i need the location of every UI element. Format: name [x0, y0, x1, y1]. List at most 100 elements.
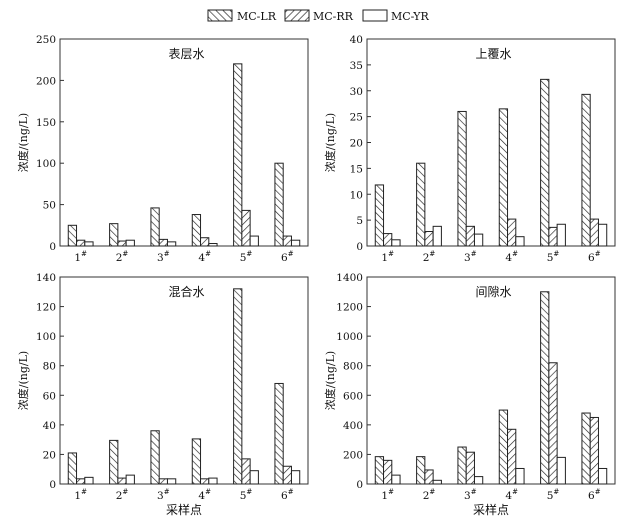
bar-mc-rr-4	[507, 218, 517, 247]
bar-mc-yr-5	[249, 235, 259, 247]
chart-panel-pore-water: 0 200 400 600 800 1000 1200 1400 1# 2# 3# 4# 5# 6# 间隙水…	[323, 272, 616, 517]
y-tick-label: 800	[343, 361, 363, 373]
bar-mc-lr-1	[67, 452, 78, 485]
bar-mc-yr-2	[125, 239, 135, 247]
panel-title: 间隙水	[475, 285, 511, 299]
y-axis-label: 浓度/(ng/L)	[16, 351, 30, 410]
bar-mc-rr-5	[548, 362, 558, 485]
x-tick-label: 2#	[423, 488, 436, 502]
bar-mc-yr-3	[473, 476, 484, 485]
bar-mc-yr-3	[166, 478, 177, 485]
y-tick-label: 200	[343, 449, 363, 461]
y-axis-label: 浓度/(ng/L)	[16, 113, 30, 172]
bar-mc-lr-3	[150, 430, 160, 485]
y-tick-label: 100	[36, 331, 56, 343]
y-tick-label: 1200	[336, 302, 363, 314]
bar-mc-lr-5	[233, 288, 243, 485]
bar-mc-rr-6	[282, 465, 292, 485]
legend-swatch-mc-lr	[207, 9, 233, 22]
bar-mc-yr-4	[208, 243, 218, 247]
y-tick-label: 50	[43, 200, 56, 212]
bar-mc-rr-2	[117, 240, 127, 247]
plot-frame	[366, 276, 616, 485]
y-tick-label: 5	[356, 215, 363, 227]
legend-label-mc-yr: MC-YR	[391, 10, 429, 23]
chart-panel-mixed-water: 0 20 40 60 80 100 120 140 1# 2# 3# 4# 5# 6# 混合水浓度/(ng/…	[16, 272, 309, 517]
bar-mc-lr-6	[581, 412, 591, 485]
bar-mc-rr-4	[200, 237, 210, 247]
bar-mc-yr-6	[597, 223, 608, 247]
x-axis-label: 采样点	[166, 502, 202, 517]
x-tick-label: 3#	[157, 488, 170, 502]
y-tick-label: 10	[350, 189, 363, 201]
plot-frame	[59, 276, 309, 485]
x-tick-label: 4#	[505, 250, 518, 264]
legend-label-mc-lr: MC-LR	[237, 10, 277, 23]
bar-mc-yr-2	[432, 225, 442, 247]
bar-mc-rr-6	[589, 218, 599, 247]
bar-mc-yr-3	[166, 241, 177, 247]
x-tick-label: 3#	[157, 250, 170, 264]
panel-title: 表层水	[168, 47, 204, 61]
y-axis-label: 浓度/(ng/L)	[323, 351, 337, 410]
x-tick-label: 6#	[588, 488, 601, 502]
y-tick-label: 200	[36, 75, 56, 87]
bar-mc-yr-4	[515, 467, 525, 485]
bar-mc-rr-1	[76, 239, 86, 247]
bar-mc-rr-1	[76, 478, 86, 485]
bar-mc-yr-1	[84, 476, 94, 485]
bar-mc-yr-2	[125, 474, 135, 485]
bar-mc-yr-1	[84, 241, 94, 247]
x-tick-label: 2#	[116, 488, 129, 502]
x-tick-label: 1#	[74, 250, 87, 264]
bar-mc-lr-4	[191, 214, 202, 247]
y-tick-label: 120	[36, 302, 56, 314]
bar-mc-rr-3	[465, 225, 475, 247]
bar-mc-lr-2	[416, 162, 426, 247]
y-tick-label: 1000	[336, 331, 363, 343]
x-tick-label: 2#	[116, 250, 129, 264]
y-tick-label: 400	[343, 420, 363, 432]
bar-mc-rr-2	[117, 477, 127, 485]
x-tick-label: 5#	[240, 488, 253, 502]
y-axis-label: 浓度/(ng/L)	[323, 113, 337, 172]
x-tick-label: 5#	[547, 488, 560, 502]
x-tick-label: 4#	[198, 250, 211, 264]
bar-mc-rr-5	[241, 209, 251, 247]
y-tick-label: 40	[43, 420, 56, 432]
bar-mc-lr-4	[498, 409, 509, 485]
legend-swatch-mc-rr	[284, 9, 310, 22]
x-tick-label: 6#	[281, 250, 294, 264]
plot-frame	[59, 38, 309, 247]
x-tick-label: 4#	[198, 488, 211, 502]
bar-mc-rr-3	[158, 478, 168, 485]
bar-mc-lr-5	[540, 291, 550, 485]
bar-mc-lr-2	[416, 456, 426, 485]
y-tick-label: 60	[43, 390, 56, 402]
panel-title: 混合水	[168, 284, 204, 299]
y-tick-label: 0	[356, 479, 363, 491]
y-tick-label: 150	[36, 117, 56, 129]
bar-mc-yr-6	[290, 239, 301, 247]
x-tick-label: 6#	[588, 250, 601, 264]
y-tick-label: 140	[36, 272, 56, 284]
x-tick-label: 3#	[464, 250, 477, 264]
bar-mc-lr-6	[274, 162, 284, 247]
x-tick-label: 1#	[381, 250, 394, 264]
x-tick-label: 3#	[464, 488, 477, 502]
plot-frame	[366, 38, 616, 247]
y-tick-label: 0	[49, 479, 56, 491]
y-tick-label: 20	[350, 138, 363, 150]
bar-mc-rr-3	[158, 238, 168, 247]
y-tick-label: 600	[343, 390, 363, 402]
bar-mc-lr-6	[581, 93, 591, 247]
bar-mc-lr-5	[233, 63, 243, 247]
y-tick-label: 40	[350, 34, 363, 46]
bar-mc-rr-6	[282, 235, 292, 247]
bar-mc-yr-4	[208, 477, 218, 485]
bar-mc-yr-5	[249, 470, 259, 485]
bar-mc-yr-6	[597, 467, 608, 485]
bar-mc-lr-4	[498, 108, 509, 247]
bar-mc-rr-5	[548, 226, 558, 247]
